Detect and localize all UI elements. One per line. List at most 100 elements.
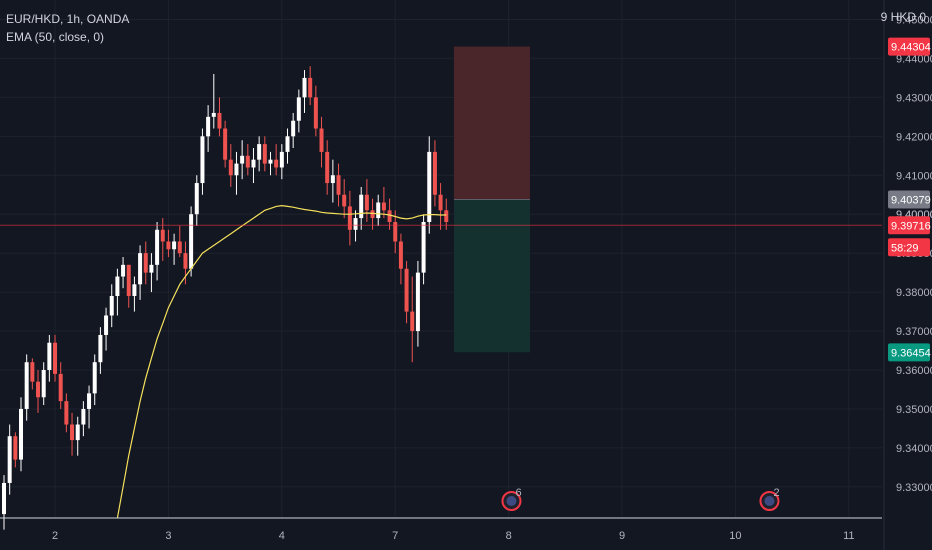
- candle-body: [302, 77, 307, 98]
- current-price-tag-bg: [888, 216, 930, 235]
- candle: [41, 362, 46, 406]
- candle: [370, 198, 375, 230]
- candle: [359, 186, 364, 230]
- target-price-tag: 9.36454: [888, 343, 931, 362]
- candle-body: [223, 128, 228, 160]
- candle: [64, 393, 69, 433]
- candle: [149, 253, 154, 293]
- candle-body: [19, 408, 24, 460]
- candle: [30, 358, 35, 390]
- candle-body: [206, 116, 211, 137]
- stop-price-tag: 9.44304: [888, 37, 931, 56]
- candle: [115, 268, 120, 316]
- candle: [166, 229, 171, 258]
- currency-label: 9 HKD 0: [880, 10, 926, 24]
- candle-body: [138, 253, 143, 285]
- candle: [223, 120, 228, 168]
- stop-loss-zone: [453, 46, 530, 200]
- candle-body: [251, 159, 256, 168]
- candle: [92, 354, 97, 406]
- candle: [353, 210, 358, 242]
- candle: [75, 416, 80, 456]
- candle: [444, 198, 449, 230]
- candle: [393, 210, 398, 254]
- candle-body: [200, 136, 205, 184]
- candle: [24, 354, 29, 421]
- candle-body: [404, 268, 409, 312]
- candle-body: [268, 159, 273, 164]
- candle: [7, 424, 12, 495]
- candle-body: [438, 194, 443, 211]
- current-price-tag-text: 9.39716: [891, 220, 931, 232]
- short-position-tool[interactable]: [453, 46, 530, 353]
- candle: [87, 385, 92, 429]
- candle-body: [7, 436, 12, 483]
- candle-body: [381, 202, 386, 211]
- event-icon-core: [764, 496, 775, 506]
- symbol-title[interactable]: EUR/HKD, 1h, OANDA: [6, 12, 130, 26]
- candle-body: [109, 296, 114, 316]
- y-tick-label: 9.43000: [896, 92, 932, 104]
- candle-body: [24, 362, 29, 409]
- ema-series: [116, 204, 447, 519]
- candle: [217, 97, 222, 137]
- candle: [291, 112, 296, 148]
- candle-body: [189, 214, 194, 269]
- candle: [138, 245, 143, 300]
- candle-body: [291, 120, 296, 137]
- candle-body: [70, 424, 75, 441]
- y-tick-label: 9.37000: [896, 326, 932, 338]
- candle: [13, 432, 18, 468]
- ema-line: [116, 204, 447, 519]
- take-profit-zone: [453, 199, 530, 353]
- candle-body: [155, 229, 160, 265]
- candle-body: [353, 218, 358, 230]
- candle: [228, 144, 233, 187]
- current-price-tag: 9.39716: [888, 216, 931, 235]
- candle: [251, 148, 256, 184]
- y-tick-label: 9.42000: [896, 131, 932, 143]
- y-tick-label: 9.41000: [896, 170, 932, 182]
- candle: [427, 136, 432, 234]
- candle: [432, 140, 437, 207]
- candle: [274, 144, 279, 176]
- candle: [279, 144, 284, 180]
- entry-price-tag-bg: [888, 190, 930, 209]
- candle-body: [81, 408, 86, 425]
- y-tick-label: 9.35000: [896, 404, 932, 416]
- candle-body: [160, 229, 165, 242]
- event-badge[interactable]: 2: [759, 487, 780, 511]
- candle-body: [172, 241, 177, 250]
- candle-body: [2, 482, 6, 515]
- indicator-title[interactable]: EMA (50, close, 0): [6, 30, 105, 44]
- candle-body: [376, 202, 381, 219]
- candle: [262, 136, 267, 172]
- event-badge[interactable]: 6: [501, 487, 522, 511]
- chart-legend: EUR/HKD, 1h, OANDA EMA (50, close, 0): [6, 10, 129, 46]
- event-count: 2: [773, 487, 779, 499]
- candlestick-series: [2, 66, 449, 530]
- event-count: 6: [515, 487, 521, 499]
- candle: [347, 190, 352, 246]
- candle: [47, 334, 52, 382]
- x-tick-label: 10: [729, 530, 741, 542]
- candle: [245, 144, 250, 176]
- candle: [381, 186, 386, 219]
- candle-body: [183, 253, 188, 269]
- target-price-tag-bg: [888, 343, 930, 362]
- candle-body: [121, 264, 126, 277]
- y-tick-label: 9.36000: [896, 365, 932, 377]
- candle: [376, 194, 381, 226]
- candle: [121, 257, 126, 289]
- candle-body: [92, 362, 97, 394]
- candle: [364, 179, 369, 222]
- candle-body: [313, 97, 318, 129]
- candle-body: [410, 311, 415, 332]
- candle: [308, 66, 313, 106]
- candle-body: [58, 373, 63, 402]
- candle-body: [347, 206, 352, 230]
- candle-body: [330, 175, 335, 184]
- candle-body: [279, 151, 284, 168]
